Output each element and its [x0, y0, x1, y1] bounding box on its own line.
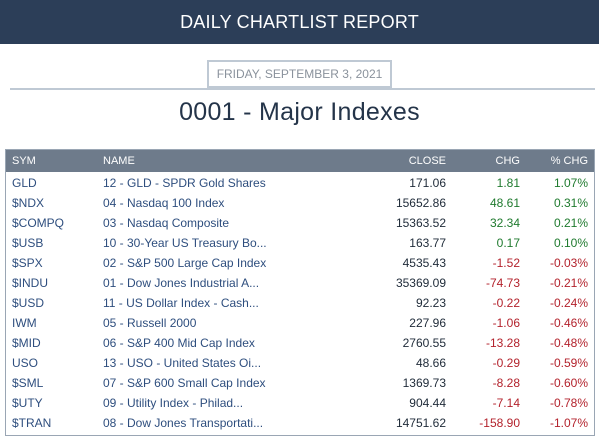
percent-change-value: 1.07%	[553, 176, 588, 190]
change-value: -74.73	[485, 276, 520, 290]
change-value: -1.52	[492, 256, 520, 270]
column-header-sym[interactable]: SYM	[12, 155, 36, 167]
column-header-name[interactable]: NAME	[103, 155, 135, 167]
close-value: 227.96	[409, 316, 446, 330]
symbol-link[interactable]: IWM	[12, 316, 37, 330]
name-link[interactable]: 02 - S&P 500 Large Cap Index	[103, 256, 267, 270]
name-link[interactable]: 01 - Dow Jones Industrial A...	[103, 276, 260, 290]
symbol-link[interactable]: $USD	[12, 296, 45, 310]
change-value: -0.22	[492, 296, 520, 310]
name-link[interactable]: 08 - Dow Jones Transportati...	[103, 416, 264, 430]
change-value: -8.28	[492, 376, 520, 390]
symbol-link[interactable]: $NDX	[12, 196, 45, 210]
close-value: 92.23	[415, 296, 446, 310]
symbol-link[interactable]: USO	[12, 356, 39, 370]
symbol-link[interactable]: $COMPQ	[12, 216, 65, 230]
change-value: 32.34	[489, 216, 520, 230]
change-value: 48.61	[489, 196, 520, 210]
name-link[interactable]: 13 - USO - United States Oi...	[103, 356, 262, 370]
symbol-link[interactable]: $USB	[12, 236, 44, 250]
name-link[interactable]: 10 - 30-Year US Treasury Bo...	[103, 236, 267, 250]
table-row[interactable]: $UTY 09 - Utility Index - Philad... 904.44…	[6, 393, 594, 413]
close-value: 163.77	[409, 236, 446, 250]
change-value: -158.90	[479, 416, 520, 430]
close-value: 2760.55	[402, 336, 446, 350]
name-link[interactable]: 12 - GLD - SPDR Gold Shares	[103, 176, 266, 190]
report-header-title: DAILY CHARTLIST REPORT	[180, 11, 419, 32]
percent-change-value: -1.07%	[549, 416, 588, 430]
column-header-chg[interactable]: CHG	[495, 155, 520, 167]
table-row[interactable]: GLD 12 - GLD - SPDR Gold Shares 171.06 1.81…	[6, 173, 594, 193]
name-link[interactable]: 04 - Nasdaq 100 Index	[103, 196, 225, 210]
change-value: 1.81	[496, 176, 520, 190]
symbol-link[interactable]: $SML	[12, 376, 44, 390]
percent-change-value: -0.24%	[549, 296, 588, 310]
page-title: 0001 - Major Indexes	[179, 98, 420, 126]
percent-change-value: -0.03%	[549, 256, 588, 270]
table-row[interactable]: $NDX 04 - Nasdaq 100 Index 15652.86 48.61 0.…	[6, 193, 594, 213]
change-value: -1.06	[492, 316, 520, 330]
table-row[interactable]: $MID 06 - S&P 400 Mid Cap Index 2760.55 -13…	[6, 333, 594, 353]
change-value: -0.29	[492, 356, 520, 370]
report-date: FRIDAY, SEPTEMBER 3, 2021	[216, 67, 383, 81]
percent-change-value: -0.46%	[549, 316, 588, 330]
column-header-pct-chg[interactable]: % CHG	[550, 155, 588, 167]
symbol-link[interactable]: $INDU	[12, 276, 49, 290]
symbol-link[interactable]: $SPX	[12, 256, 43, 270]
percent-change-value: -0.21%	[549, 276, 588, 290]
name-link[interactable]: 03 - Nasdaq Composite	[103, 216, 230, 230]
name-link[interactable]: 11 - US Dollar Index - Cash...	[103, 296, 259, 310]
chartlist-table: SYM NAME CLOSE CHG % CHG GLD 12 - GLD - S…	[5, 149, 595, 436]
close-value: 171.06	[409, 176, 446, 190]
percent-change-value: 0.10%	[553, 236, 588, 250]
table-row[interactable]: IWM 05 - Russell 2000 227.96 -1.06 -0.46%	[6, 313, 594, 333]
percent-change-value: -0.60%	[549, 376, 588, 390]
date-divider	[10, 88, 595, 90]
symbol-link[interactable]: $TRAN	[12, 416, 52, 430]
column-header-close[interactable]: CLOSE	[408, 155, 446, 167]
symbol-link[interactable]: $MID	[12, 336, 41, 350]
name-link[interactable]: 09 - Utility Index - Philad...	[103, 396, 244, 410]
close-value: 48.66	[415, 356, 446, 370]
name-link[interactable]: 06 - S&P 400 Mid Cap Index	[103, 336, 255, 350]
close-value: 1369.73	[402, 376, 446, 390]
percent-change-value: -0.59%	[549, 356, 588, 370]
symbol-link[interactable]: $UTY	[12, 396, 43, 410]
table-row[interactable]: $SML 07 - S&P 600 Small Cap Index 1369.73 -…	[6, 373, 594, 393]
table-row[interactable]: $TRAN 08 - Dow Jones Transportati... 14751…	[6, 413, 594, 433]
report-date-box: FRIDAY, SEPTEMBER 3, 2021	[207, 60, 392, 88]
table-row[interactable]: $INDU 01 - Dow Jones Industrial A... 35369…	[6, 273, 594, 293]
name-link[interactable]: 05 - Russell 2000	[103, 316, 197, 330]
table-row[interactable]: $SPX 02 - S&P 500 Large Cap Index 4535.43 -…	[6, 253, 594, 273]
change-value: 0.17	[496, 236, 520, 250]
table-row[interactable]: $USD 11 - US Dollar Index - Cash... 92.23 -…	[6, 293, 594, 313]
name-link[interactable]: 07 - S&P 600 Small Cap Index	[103, 376, 266, 390]
close-value: 35369.09	[395, 276, 446, 290]
table-row[interactable]: $USB 10 - 30-Year US Treasury Bo... 163.77…	[6, 233, 594, 253]
percent-change-value: -0.48%	[549, 336, 588, 350]
change-value: -13.28	[485, 336, 520, 350]
percent-change-value: 0.31%	[553, 196, 588, 210]
close-value: 15652.86	[395, 196, 446, 210]
close-value: 14751.62	[395, 416, 446, 430]
table-row[interactable]: $COMPQ 03 - Nasdaq Composite 15363.52 32.34…	[6, 213, 594, 233]
close-value: 4535.43	[402, 256, 446, 270]
symbol-link[interactable]: GLD	[12, 176, 37, 190]
change-value: -7.14	[492, 396, 520, 410]
close-value: 15363.52	[395, 216, 446, 230]
report-header: DAILY CHARTLIST REPORT	[0, 0, 599, 44]
percent-change-value: -0.78%	[549, 396, 588, 410]
close-value: 904.44	[409, 396, 446, 410]
table-row[interactable]: USO 13 - USO - United States Oi... 48.66 -0…	[6, 353, 594, 373]
table-header: SYM NAME CLOSE CHG % CHG	[6, 150, 594, 172]
percent-change-value: 0.21%	[553, 216, 588, 230]
